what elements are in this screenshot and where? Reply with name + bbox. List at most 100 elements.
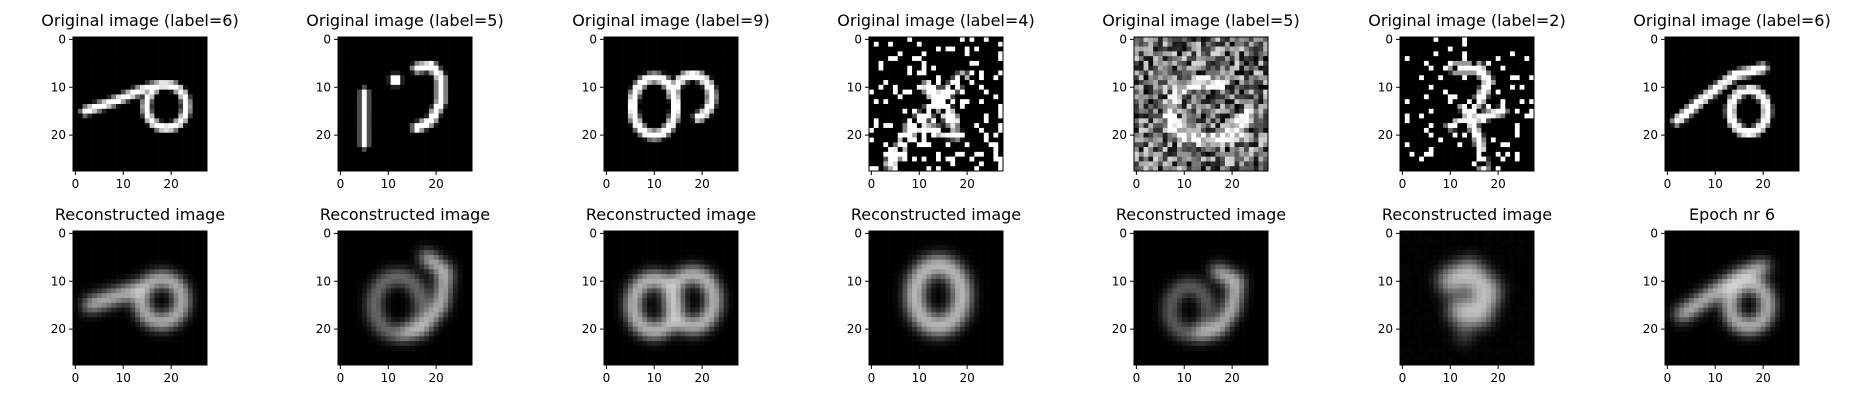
subplot-title: Reconstructed image [851, 205, 1021, 224]
y-tick-label: 10 [1112, 80, 1127, 94]
x-tick-label: 10 [1443, 177, 1458, 191]
x-tick-label: 10 [647, 177, 662, 191]
y-tick-label: 20 [582, 128, 597, 142]
subplot-7: Original image (label=6) 0 10 20 0 10 20 [1633, 11, 1830, 191]
subplot-13: Reconstructed image 0 10 20 0 10 20 [1378, 205, 1552, 385]
x-tick-label: 20 [1224, 177, 1239, 191]
subplot-9: Reconstructed image 0 10 20 0 10 20 [316, 205, 490, 385]
y-tick-label: 10 [582, 274, 597, 288]
y-tick-label: 10 [1643, 80, 1658, 94]
y-tick-label: 0 [589, 32, 597, 46]
y-tick-label: 0 [854, 226, 862, 240]
y-tick-label: 10 [316, 80, 331, 94]
y-tick-label: 20 [51, 128, 66, 142]
image-pixels [73, 37, 208, 172]
image-pixels [604, 231, 739, 366]
subplot-title: Original image (label=9) [572, 11, 769, 30]
y-tick-label: 0 [1650, 32, 1658, 46]
y-tick-label: 10 [1643, 274, 1658, 288]
y-tick-label: 10 [582, 80, 597, 94]
y-tick-label: 0 [1119, 32, 1127, 46]
y-tick-label: 20 [582, 322, 597, 336]
y-tick-label: 0 [1385, 32, 1393, 46]
subplot-4: Original image (label=4) 0 10 20 0 10 20 [837, 11, 1034, 191]
y-tick-label: 20 [847, 128, 862, 142]
x-tick-label: 10 [912, 371, 927, 385]
y-tick-label: 0 [854, 32, 862, 46]
x-tick-label: 10 [381, 177, 396, 191]
axes-frame [603, 230, 739, 366]
subplot-title: Original image (label=5) [306, 11, 503, 30]
axes-frame [868, 230, 1004, 366]
image-pixels [1400, 37, 1535, 172]
subplot-title: Original image (label=5) [1102, 11, 1299, 30]
subplot-1: Original image (label=6) 0 10 20 0 10 20 [41, 11, 238, 191]
x-tick-label: 20 [163, 177, 178, 191]
image-pixels [869, 37, 1004, 172]
x-tick-label: 20 [163, 371, 178, 385]
axes-frame [1664, 230, 1800, 366]
y-tick-label: 10 [1378, 274, 1393, 288]
x-tick-label: 10 [647, 371, 662, 385]
subplot-5: Original image (label=5) 0 10 20 0 10 20 [1102, 11, 1299, 191]
subplot-title: Epoch nr 6 [1689, 205, 1775, 224]
x-tick-label: 10 [912, 177, 927, 191]
x-tick-label: 0 [868, 177, 876, 191]
subplot-12: Reconstructed image 0 10 20 0 10 20 [1112, 205, 1286, 385]
image-pixels [1134, 37, 1269, 172]
x-tick-label: 20 [1755, 371, 1770, 385]
subplot-title: Reconstructed image [586, 205, 756, 224]
image-pixels [338, 37, 473, 172]
x-tick-label: 0 [1399, 371, 1407, 385]
axes-frame [1399, 230, 1535, 366]
subplot-10: Reconstructed image 0 10 20 0 10 20 [582, 205, 756, 385]
image-pixels [1400, 231, 1535, 366]
y-tick-label: 0 [589, 226, 597, 240]
x-tick-label: 10 [1177, 371, 1192, 385]
x-tick-label: 0 [337, 371, 345, 385]
x-tick-label: 20 [694, 177, 709, 191]
subplot-title: Reconstructed image [320, 205, 490, 224]
y-tick-label: 0 [58, 32, 66, 46]
subplot-title: Reconstructed image [1116, 205, 1286, 224]
x-tick-label: 20 [959, 177, 974, 191]
axes-frame [1133, 36, 1269, 172]
axes-frame [1133, 230, 1269, 366]
x-tick-label: 10 [381, 371, 396, 385]
x-tick-label: 10 [1708, 177, 1723, 191]
y-tick-label: 10 [847, 274, 862, 288]
subplot-title: Original image (label=6) [41, 11, 238, 30]
x-tick-label: 0 [868, 371, 876, 385]
axes-frame [868, 36, 1004, 172]
image-pixels [869, 231, 1004, 366]
subplot-title: Original image (label=2) [1368, 11, 1565, 30]
subplot-3: Original image (label=9) 0 10 20 0 10 20 [572, 11, 769, 191]
subplot-2: Original image (label=5) 0 10 20 0 10 20 [306, 11, 503, 191]
subplot-title: Reconstructed image [55, 205, 225, 224]
y-tick-label: 10 [51, 274, 66, 288]
x-tick-label: 0 [1133, 177, 1141, 191]
axes-frame [1399, 36, 1535, 172]
y-tick-label: 20 [847, 322, 862, 336]
x-tick-label: 0 [1399, 177, 1407, 191]
image-pixels [338, 231, 473, 366]
image-pixels [604, 37, 739, 172]
y-tick-label: 20 [1643, 322, 1658, 336]
y-tick-label: 0 [323, 32, 331, 46]
x-tick-label: 0 [72, 371, 80, 385]
image-pixels [1665, 231, 1800, 366]
y-tick-label: 20 [1112, 128, 1127, 142]
x-tick-label: 20 [428, 177, 443, 191]
y-tick-label: 20 [1378, 128, 1393, 142]
x-tick-label: 20 [959, 371, 974, 385]
axes-frame [603, 36, 739, 172]
x-tick-label: 10 [1177, 177, 1192, 191]
y-tick-label: 10 [51, 80, 66, 94]
x-tick-label: 20 [1224, 371, 1239, 385]
image-pixels [1665, 37, 1800, 172]
y-tick-label: 20 [51, 322, 66, 336]
x-tick-label: 10 [116, 177, 131, 191]
x-tick-label: 0 [603, 371, 611, 385]
y-tick-label: 20 [316, 128, 331, 142]
axes-frame [1664, 36, 1800, 172]
